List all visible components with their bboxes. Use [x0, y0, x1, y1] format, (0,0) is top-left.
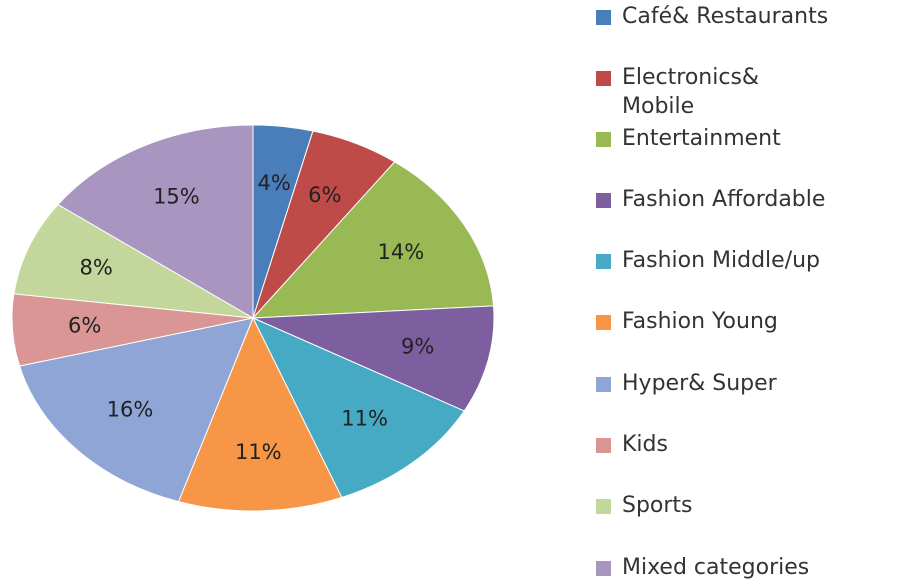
legend-label: Fashion Middle/up [622, 248, 821, 273]
legend-swatch [596, 561, 611, 576]
legend-swatch [596, 254, 611, 269]
data-label: 11% [235, 440, 282, 464]
legend-swatch [596, 499, 611, 514]
legend-swatch [596, 377, 611, 392]
legend-label: Fashion Young [622, 309, 778, 334]
data-label: 8% [79, 255, 112, 279]
legend-swatch [596, 132, 611, 147]
data-label: 15% [153, 185, 200, 209]
data-label: 6% [68, 313, 101, 337]
pie-slice [18, 317, 254, 503]
legend-label: Kids [622, 432, 668, 457]
legend-label: Fashion Affordable [622, 187, 826, 212]
data-label: 9% [401, 334, 434, 358]
pie-slice [177, 316, 343, 512]
legend-label: Hyper& Super [622, 371, 777, 396]
pie-slice [13, 203, 254, 319]
data-label: 6% [308, 183, 341, 207]
data-label: 14% [377, 240, 424, 264]
legend-swatch [596, 71, 611, 86]
legend-swatch [596, 193, 611, 208]
legend-swatch [596, 10, 611, 25]
data-label: 11% [341, 406, 388, 430]
legend-label: Electronics& Mobile [622, 65, 760, 119]
legend-swatch [596, 315, 611, 330]
pie-slice [252, 305, 495, 412]
legend-label: Sports [622, 493, 693, 518]
pie-slice [57, 124, 254, 319]
pie-slice [251, 316, 465, 499]
legend-label: Café& Restaurants [622, 4, 829, 29]
data-label: 4% [257, 171, 290, 195]
data-label: 16% [107, 397, 154, 421]
pie-slice [251, 161, 495, 319]
legend-label: Entertainment [622, 126, 781, 151]
legend-label: Mixed categories [622, 555, 810, 580]
legend-swatch [596, 438, 611, 453]
